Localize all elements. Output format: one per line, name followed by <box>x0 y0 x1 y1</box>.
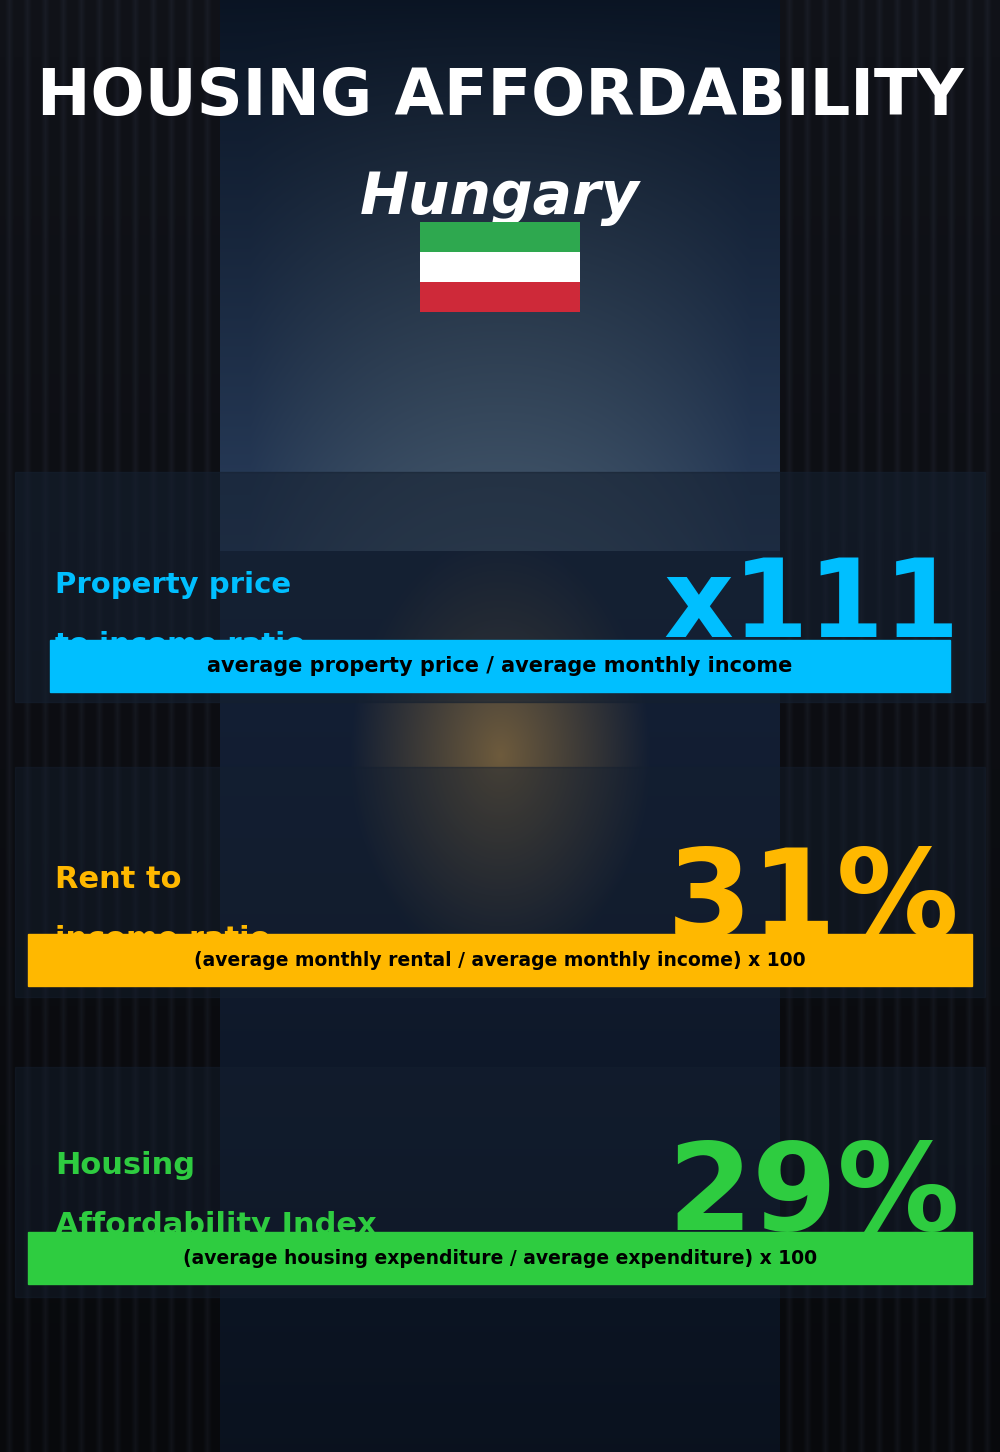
Text: Rent to: Rent to <box>55 865 182 894</box>
Bar <box>15 472 985 701</box>
Bar <box>50 640 950 693</box>
Text: 31%: 31% <box>667 844 960 961</box>
Bar <box>420 282 580 312</box>
Text: Affordability Index: Affordability Index <box>55 1211 377 1240</box>
Bar <box>15 1067 985 1297</box>
Bar <box>28 1231 972 1284</box>
Bar <box>28 934 972 986</box>
Text: 29%: 29% <box>667 1138 960 1256</box>
Text: x111: x111 <box>664 555 960 661</box>
Bar <box>15 767 985 998</box>
Text: to income ratio: to income ratio <box>55 632 305 659</box>
Bar <box>420 253 580 282</box>
Bar <box>420 222 580 253</box>
Text: HOUSING AFFORDABILITY: HOUSING AFFORDABILITY <box>37 65 963 128</box>
Text: average property price / average monthly income: average property price / average monthly… <box>207 656 793 677</box>
Text: (average monthly rental / average monthly income) x 100: (average monthly rental / average monthl… <box>194 951 806 970</box>
Text: Property price: Property price <box>55 571 291 600</box>
Text: Housing: Housing <box>55 1150 195 1179</box>
Text: (average housing expenditure / average expenditure) x 100: (average housing expenditure / average e… <box>183 1249 817 1268</box>
Text: Hungary: Hungary <box>360 168 640 225</box>
Text: income ratio: income ratio <box>55 925 270 954</box>
